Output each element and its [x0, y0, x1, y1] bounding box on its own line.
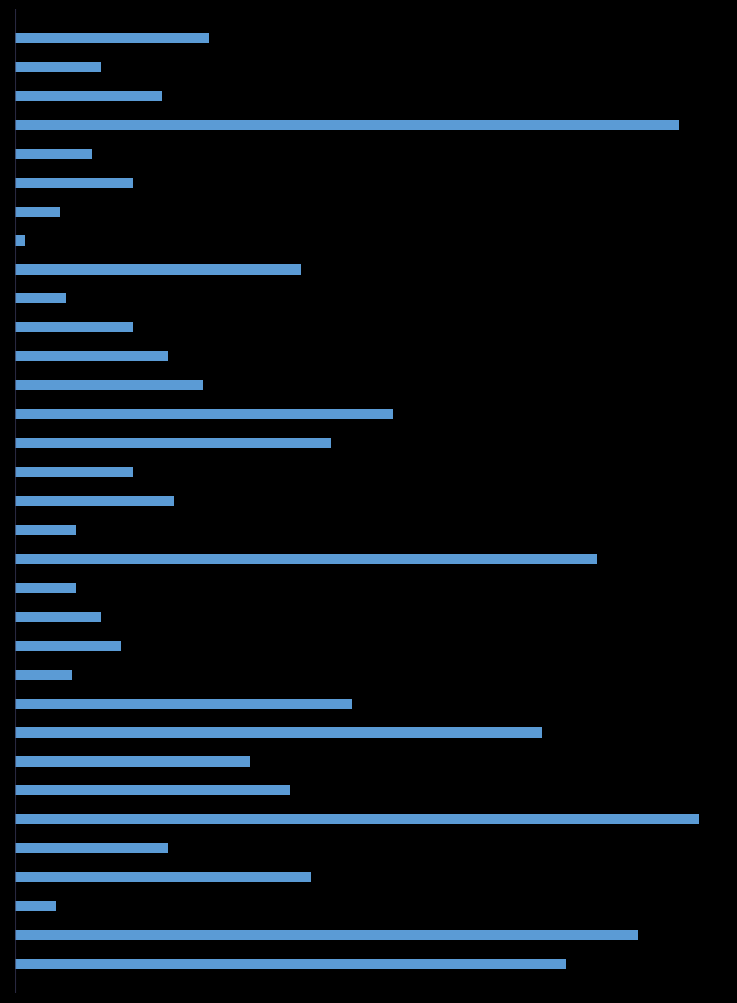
- Bar: [15, 612, 100, 622]
- Bar: [15, 756, 250, 766]
- Bar: [15, 670, 72, 680]
- Bar: [15, 901, 55, 912]
- Bar: [15, 409, 393, 420]
- Bar: [15, 844, 168, 854]
- Bar: [15, 930, 638, 940]
- Bar: [15, 526, 76, 536]
- Bar: [15, 34, 209, 44]
- Bar: [15, 583, 76, 594]
- Bar: [15, 555, 597, 565]
- Bar: [15, 496, 174, 507]
- Bar: [15, 785, 290, 795]
- Bar: [15, 873, 311, 883]
- Bar: [15, 91, 162, 102]
- Bar: [15, 438, 332, 448]
- Bar: [15, 641, 121, 651]
- Bar: [15, 699, 352, 709]
- Bar: [15, 120, 679, 130]
- Bar: [15, 149, 92, 159]
- Bar: [15, 237, 25, 247]
- Bar: [15, 208, 60, 218]
- Bar: [15, 728, 542, 738]
- Bar: [15, 381, 203, 391]
- Bar: [15, 959, 566, 969]
- Bar: [15, 814, 699, 824]
- Bar: [15, 265, 301, 275]
- Bar: [15, 179, 133, 189]
- Bar: [15, 352, 168, 362]
- Bar: [15, 323, 133, 333]
- Bar: [15, 467, 133, 477]
- Bar: [15, 294, 66, 304]
- Bar: [15, 63, 100, 73]
